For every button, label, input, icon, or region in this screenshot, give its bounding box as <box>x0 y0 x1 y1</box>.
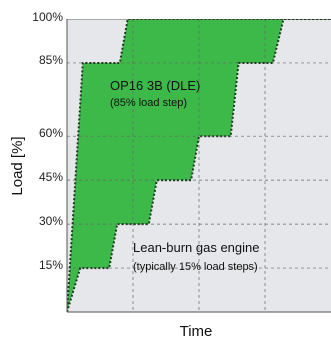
y-axis-label: Load [%] <box>9 136 26 195</box>
y-tick-label: 30% <box>39 214 63 228</box>
gas-engine-annotation-subtitle: (typically 15% load steps) <box>133 261 258 273</box>
y-tick-label: 100% <box>32 10 63 24</box>
dle-annotation-subtitle: (85% load step) <box>110 97 187 109</box>
gas-engine-annotation-title: Lean-burn gas engine <box>133 240 260 255</box>
y-tick-label: 45% <box>39 170 63 184</box>
dle-annotation-title: OP16 3B (DLE) <box>110 78 200 93</box>
y-tick-label: 60% <box>39 126 63 140</box>
x-axis-label: Time <box>180 323 213 340</box>
y-tick-labels: 15% 30% 45% 60% 85% 100% <box>32 10 63 272</box>
grid-lines <box>67 19 331 312</box>
y-tick-label: 15% <box>39 258 63 272</box>
y-tick-label: 85% <box>39 53 63 67</box>
